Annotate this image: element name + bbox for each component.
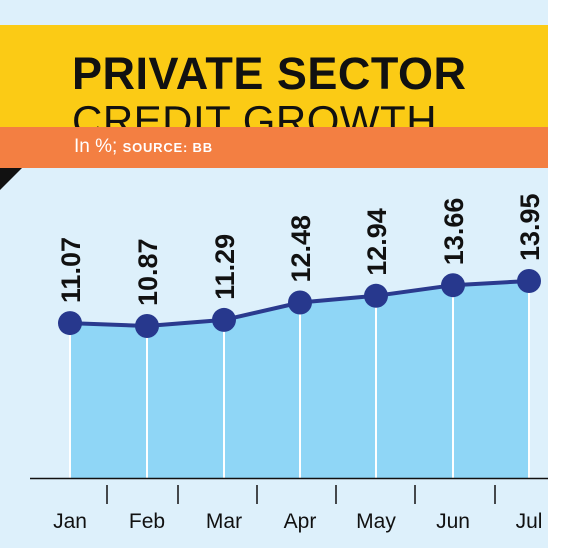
x-tick-label-jan: Jan — [53, 510, 87, 533]
subtitle-band: In %; SOURCE: BB — [0, 127, 548, 168]
value-label-apr: 12.48 — [286, 215, 316, 283]
x-tick-label-may: May — [356, 510, 396, 533]
value-label-feb: 10.87 — [133, 238, 163, 306]
value-label-mar: 11.29 — [210, 234, 240, 300]
subtitle-source: SOURCE: BB — [122, 140, 213, 155]
value-label-may: 12.94 — [362, 208, 392, 276]
x-tick-label-mar: Mar — [206, 510, 242, 533]
labels-layer: 11.07 Jan 10.87 Feb 11.29 Mar 12.48 Apr 12.94 May… — [53, 193, 545, 533]
data-point-apr — [288, 290, 312, 315]
data-point-jun — [441, 273, 465, 298]
data-point-may — [364, 283, 388, 308]
subtitle: In %; SOURCE: BB — [74, 136, 213, 158]
x-tick-label-jul: Jul — [516, 510, 543, 533]
x-tick-label-jun: Jun — [436, 510, 470, 533]
corner-triangle — [0, 168, 22, 190]
value-label-jan: 11.07 — [56, 237, 86, 303]
x-tick-label-feb: Feb — [129, 510, 165, 533]
subtitle-unit: In %; — [74, 136, 118, 157]
data-point-jan — [58, 311, 82, 336]
data-point-feb — [135, 314, 159, 338]
value-label-jul: 13.95 — [515, 193, 545, 261]
x-tick-label-apr: Apr — [284, 510, 317, 533]
data-point-jul — [517, 269, 541, 293]
value-label-jun: 13.66 — [439, 198, 469, 266]
data-point-mar — [212, 307, 236, 332]
chart-title-line1: PRIVATE SECTOR — [72, 48, 467, 99]
plot-layer — [30, 269, 548, 504]
